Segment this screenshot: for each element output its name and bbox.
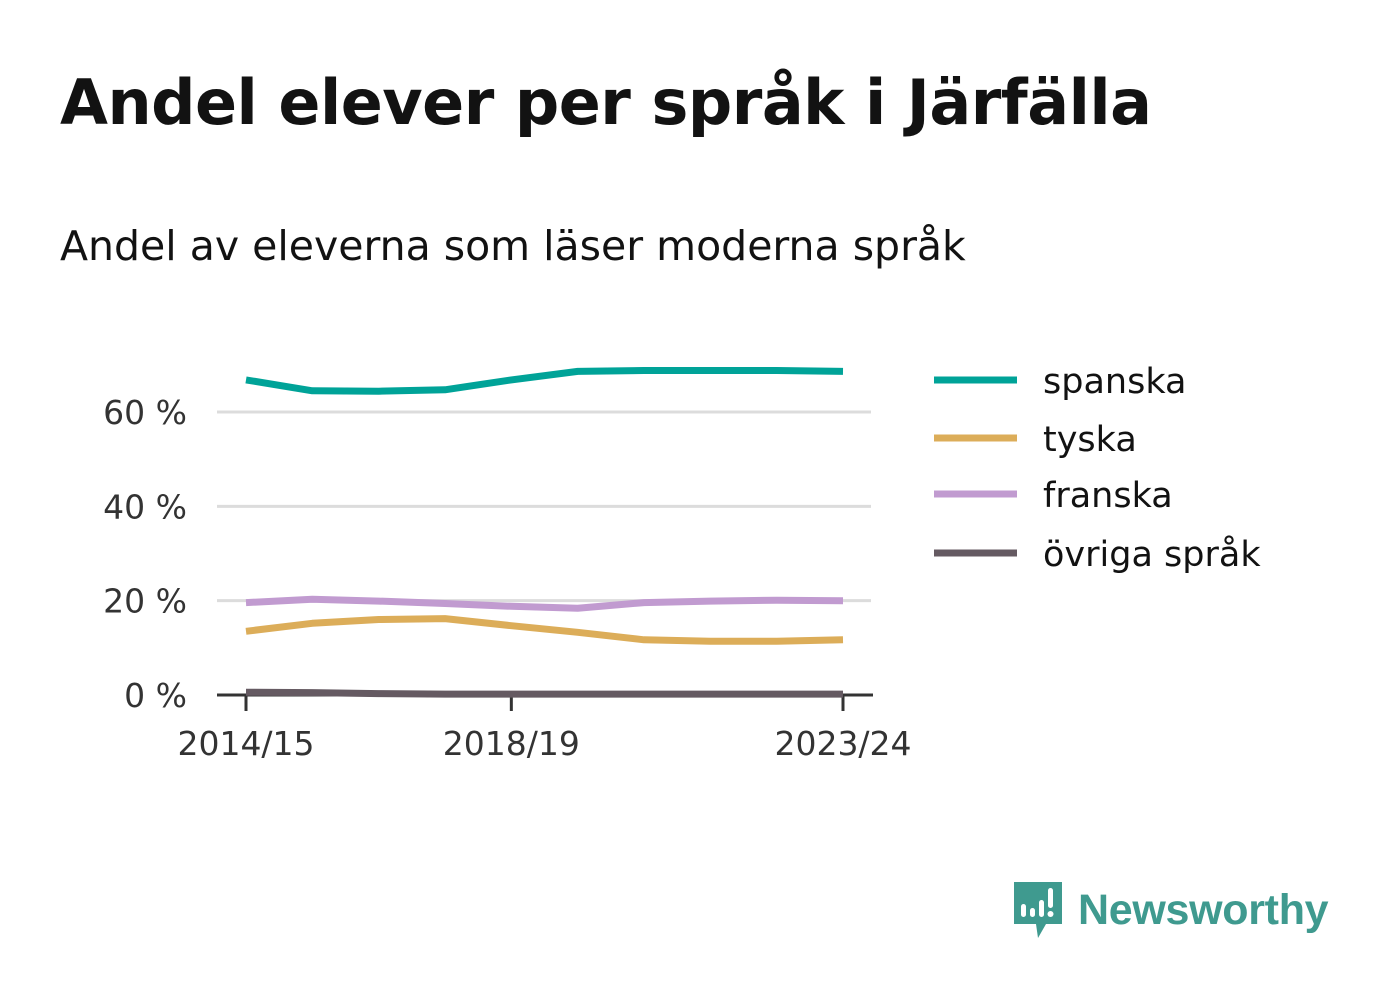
x-tick-label: 2018/19 bbox=[443, 724, 580, 763]
newsworthy-logo: Newsworthy bbox=[1012, 880, 1329, 940]
series-lines bbox=[245, 367, 844, 698]
legend-label: spanska bbox=[1043, 362, 1186, 402]
series-line-franska bbox=[245, 595, 844, 612]
x-tick-label: 2014/15 bbox=[177, 724, 314, 763]
y-tick-label: 0 % bbox=[124, 676, 187, 715]
y-tick-label: 20 % bbox=[103, 582, 187, 621]
chart-subtitle: Andel av eleverna som läser moderna språ… bbox=[60, 222, 966, 270]
x-axis: 2014/15 2018/19 2023/24 bbox=[177, 693, 912, 763]
newsworthy-logo-text: Newsworthy bbox=[1078, 885, 1329, 934]
series-line-spanska bbox=[245, 367, 844, 395]
y-tick-label: 60 % bbox=[103, 393, 187, 432]
y-tick-label: 40 % bbox=[103, 487, 187, 526]
series-line-tyska bbox=[245, 615, 844, 645]
chart-title: Andel elever per språk i Järfälla bbox=[60, 66, 1152, 139]
y-axis-tick-labels: 0 % 20 % 40 % 60 % bbox=[103, 393, 187, 715]
gridlines bbox=[217, 410, 871, 603]
legend-label: tyska bbox=[1043, 420, 1137, 460]
legend-label: övriga språk bbox=[1043, 534, 1261, 575]
legend-label: franska bbox=[1043, 476, 1173, 516]
series-line-övriga-språk bbox=[245, 688, 843, 698]
x-tick-label: 2023/24 bbox=[774, 724, 911, 763]
legend: spanska tyska franska övriga språk bbox=[934, 362, 1261, 575]
newsworthy-logo-icon bbox=[1014, 882, 1062, 938]
